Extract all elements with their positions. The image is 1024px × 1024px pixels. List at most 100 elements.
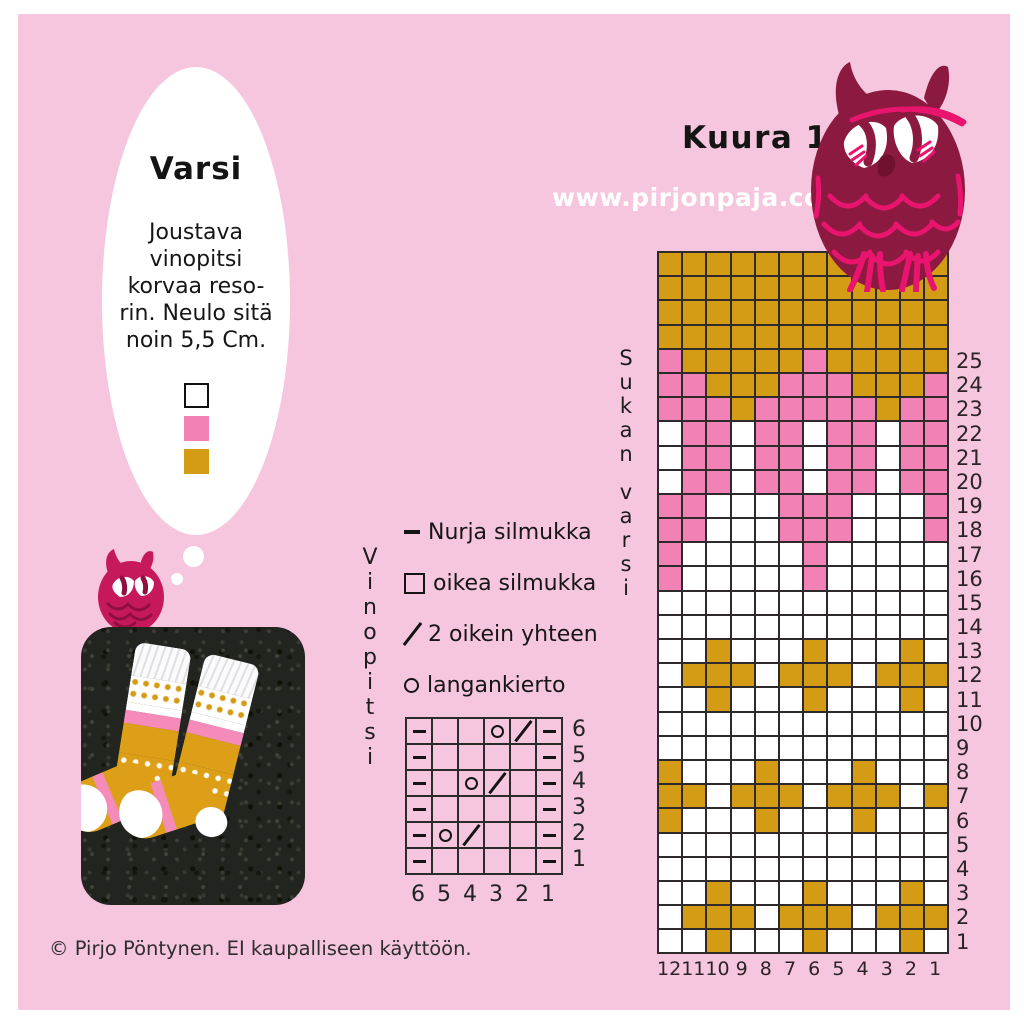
chart-cell (875, 687, 900, 712)
chart-cell (754, 542, 779, 567)
chart-row-number: 24 (956, 373, 983, 398)
chart-cell (730, 759, 755, 785)
circle-symbol (464, 776, 478, 790)
chart-cell (730, 252, 755, 277)
vertical-letter: k (619, 394, 633, 418)
chart-cell (754, 324, 779, 349)
chart-cell (803, 324, 828, 349)
chart-cell (706, 711, 731, 736)
chart-cell (851, 493, 876, 519)
legend-item-slash: 2 oikein yhteen (404, 619, 598, 649)
chart-cell (778, 929, 804, 954)
chart-cell (875, 348, 900, 373)
chart-cell (706, 784, 731, 809)
lace-cell (536, 744, 562, 770)
chart-cell (658, 566, 683, 591)
vertical-letter: u (619, 370, 633, 394)
chart-cell (803, 542, 828, 567)
chart-cell (875, 880, 900, 906)
chart-cell (899, 397, 925, 422)
chart-cell (827, 590, 852, 615)
circle-icon (404, 677, 419, 693)
chart-cell (658, 832, 683, 857)
chart-row-number: 4 (956, 856, 970, 881)
chart-cell (778, 348, 804, 373)
vertical-letter: i (366, 670, 374, 695)
chart-cell (924, 905, 949, 930)
chart-cell (899, 880, 925, 906)
chart-cell (899, 929, 925, 954)
chart-cell (658, 276, 683, 301)
chart-cell (924, 687, 949, 712)
chart-cell (851, 324, 876, 349)
dash-symbol (542, 807, 556, 811)
chart-cell (706, 421, 731, 446)
chart-cell (827, 832, 852, 857)
chart-cell (730, 276, 755, 301)
chart-cell (658, 711, 683, 736)
chart-cell (682, 880, 707, 906)
chart-cell (754, 880, 779, 906)
lace-cell (406, 718, 432, 744)
chart-cell (827, 614, 852, 639)
chart-cell (730, 711, 755, 736)
chart-cell (899, 518, 925, 543)
chart-cell (658, 421, 683, 446)
chart-cell (706, 856, 731, 881)
chart-cell (706, 929, 731, 954)
lace-col-number: 3 (489, 882, 503, 907)
chart-cell (730, 493, 755, 519)
chart-col-number: 10 (705, 958, 730, 980)
vertical-letter: i (623, 576, 629, 600)
chart-cell (827, 808, 852, 833)
dash-symbol (542, 781, 556, 785)
chart-cell (899, 590, 925, 615)
chart-cell (682, 300, 707, 325)
chart-cell (682, 348, 707, 373)
chart-col-number: 12 (657, 958, 682, 980)
chart-cell (706, 252, 731, 277)
chart-cell (924, 711, 949, 736)
lace-cell (510, 796, 536, 822)
chart-cell (754, 905, 779, 930)
chart-cell (682, 905, 707, 930)
bubble-body-line: vinopitsi (149, 247, 243, 272)
chart-cell (803, 493, 828, 519)
chart-cell (730, 348, 755, 373)
chart-cell (730, 372, 755, 398)
vertical-letter: V (362, 545, 378, 570)
chart-cell (754, 397, 779, 422)
chart-cell (827, 711, 852, 736)
chart-cell (899, 421, 925, 446)
chart-cell (851, 421, 876, 446)
chart-cell (851, 590, 876, 615)
chart-cell (875, 663, 900, 688)
chart-cell (706, 397, 731, 422)
chart-cell (682, 493, 707, 519)
vertical-letter: s (620, 552, 632, 576)
chart-cell (827, 493, 852, 519)
chart-cell (706, 832, 731, 857)
chart-col-number: 6 (808, 958, 821, 980)
chart-cell (851, 663, 876, 688)
chart-cell (778, 372, 804, 398)
chart-cell (658, 639, 683, 664)
chart-cell (682, 421, 707, 446)
chart-cell (778, 493, 804, 519)
lace-cell (536, 848, 562, 874)
chart-cell (682, 639, 707, 664)
lace-cell (458, 744, 484, 770)
chart-row-number: 15 (956, 590, 983, 615)
lace-cell (406, 796, 432, 822)
vertical-letter: a (619, 504, 633, 528)
chart-cell (899, 905, 925, 930)
chart-cell (778, 300, 804, 325)
vertical-letter: S (619, 346, 633, 370)
chart-cell (754, 518, 779, 543)
chart-cell (875, 542, 900, 567)
chart-cell (658, 784, 683, 809)
chart-cell (851, 929, 876, 954)
chart-cell (754, 832, 779, 857)
chart-cell (827, 542, 852, 567)
chart-cell (658, 808, 683, 833)
